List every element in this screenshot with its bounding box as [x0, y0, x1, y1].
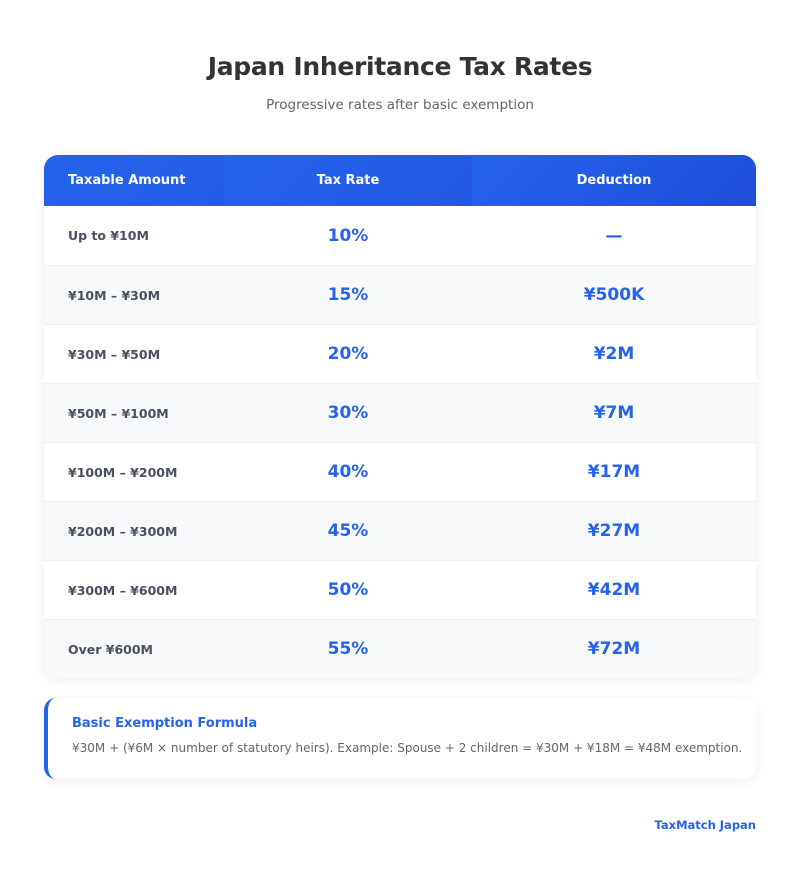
table-row: ¥30M – ¥50M 20% ¥2M — [44, 324, 756, 383]
tax-rate-cell: 15% — [327, 285, 369, 305]
table-row: ¥50M – ¥100M 30% ¥7M — [44, 383, 756, 442]
table-row: ¥100M – ¥200M 40% ¥17M — [44, 442, 756, 501]
taxable-amount-cell: Over ¥600M — [68, 641, 153, 657]
deduction-cell: ¥27M — [587, 521, 641, 541]
taxable-amount-cell: ¥10M – ¥30M — [68, 287, 161, 303]
deduction-cell: — — [605, 225, 623, 246]
tax-rate-cell: 45% — [327, 521, 369, 541]
page-title: Japan Inheritance Tax Rates — [207, 52, 593, 81]
taxable-amount-cell: ¥100M – ¥200M — [68, 464, 178, 480]
deduction-cell: ¥42M — [587, 580, 641, 600]
taxable-amount-cell: ¥50M – ¥100M — [68, 405, 169, 421]
exemption-note: Basic Exemption Formula ¥30M + (¥6M × nu… — [44, 698, 756, 779]
note-title: Basic Exemption Formula — [72, 716, 258, 731]
column-header-deduction: Deduction — [472, 155, 756, 206]
page-subtitle: Progressive rates after basic exemption — [266, 97, 534, 113]
note-text: ¥30M + (¥6M × number of statutory heirs)… — [72, 741, 743, 755]
tax-rate-cell: 50% — [327, 580, 369, 600]
taxable-amount-cell: ¥30M – ¥50M — [68, 346, 161, 362]
tax-rate-cell: 30% — [327, 403, 369, 423]
column-header-taxable-amount: Taxable Amount — [68, 173, 186, 188]
table-body: Up to ¥10M 10% — ¥10M – ¥30M 15% ¥500K ¥30M – … — [44, 206, 756, 678]
column-header-tax-rate: Tax Rate — [224, 155, 472, 206]
tax-rate-cell: 20% — [327, 344, 369, 364]
tax-rate-cell: 10% — [327, 225, 369, 246]
table-row: Over ¥600M 55% ¥72M — [44, 619, 756, 678]
tax-rate-cell: 40% — [327, 462, 369, 482]
table-row: ¥10M – ¥30M 15% ¥500K — [44, 265, 756, 324]
table-row: ¥300M – ¥600M 50% ¥42M — [44, 560, 756, 619]
tax-rate-table: Taxable Amount Tax Rate Deduction Up to … — [44, 155, 756, 678]
taxable-amount-cell: Up to ¥10M — [68, 228, 149, 243]
deduction-cell: ¥17M — [587, 462, 641, 482]
deduction-cell: ¥2M — [593, 344, 635, 364]
deduction-cell: ¥72M — [587, 639, 641, 659]
deduction-cell: ¥500K — [583, 285, 645, 305]
taxable-amount-cell: ¥200M – ¥300M — [68, 523, 178, 539]
footer-brand: TaxMatch Japan — [654, 818, 756, 832]
table-row: ¥200M – ¥300M 45% ¥27M — [44, 501, 756, 560]
taxable-amount-cell: ¥300M – ¥600M — [68, 582, 178, 598]
tax-rate-cell: 55% — [327, 639, 369, 659]
deduction-cell: ¥7M — [593, 403, 635, 423]
table-header: Taxable Amount Tax Rate Deduction — [44, 155, 756, 206]
table-row: Up to ¥10M 10% — — [44, 206, 756, 265]
